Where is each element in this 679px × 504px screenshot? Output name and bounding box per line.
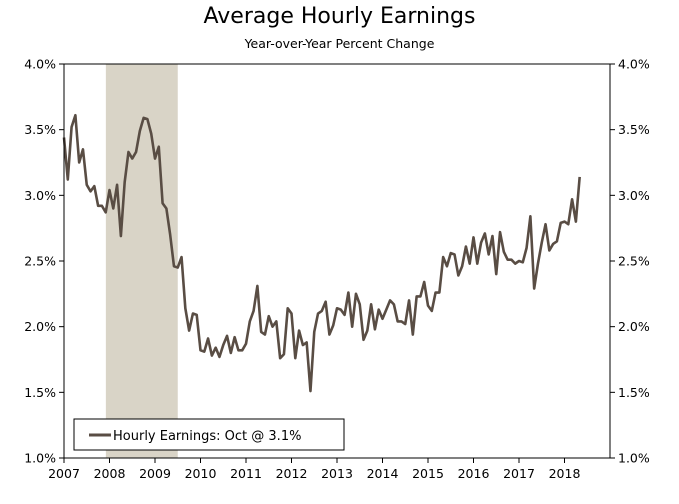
y-tick-label-left: 3.5% xyxy=(24,122,56,137)
series-line-0 xyxy=(62,113,581,393)
y-tick-label-right: 1.0% xyxy=(618,451,650,466)
y-tick-label-right: 2.5% xyxy=(618,254,650,269)
y-tick-label-right: 3.5% xyxy=(618,122,650,137)
x-tick-label: 2011 xyxy=(230,466,262,481)
y-tick-label-left: 1.5% xyxy=(24,385,56,400)
chart-subtitle: Year-over-Year Percent Change xyxy=(244,36,435,51)
y-tick-label-right: 4.0% xyxy=(618,57,650,72)
legend: Hourly Earnings: Oct @ 3.1% xyxy=(73,418,345,451)
x-tick-label: 2015 xyxy=(412,466,444,481)
x-tick-label: 2007 xyxy=(48,466,80,481)
y-tick-label-left: 2.0% xyxy=(24,319,56,334)
recession-shading xyxy=(105,64,178,458)
y-tick-label-left: 2.5% xyxy=(24,254,56,269)
y-tick-label-left: 3.0% xyxy=(24,188,56,203)
x-tick-label: 2018 xyxy=(549,466,581,481)
x-tick-label: 2017 xyxy=(503,466,535,481)
x-tick-label: 2012 xyxy=(276,466,308,481)
y-tick-label-right: 1.5% xyxy=(618,385,650,400)
x-tick-label: 2013 xyxy=(321,466,353,481)
x-tick-label: 2016 xyxy=(458,466,490,481)
y-tick-label-left: 4.0% xyxy=(24,57,56,72)
y-tick-label-left: 1.0% xyxy=(24,451,56,466)
x-tick-label: 2014 xyxy=(367,466,399,481)
x-tick-label: 2009 xyxy=(139,466,171,481)
y-tick-label-right: 2.0% xyxy=(618,319,650,334)
x-tick-label: 2008 xyxy=(94,466,126,481)
y-tick-label-right: 3.0% xyxy=(618,188,650,203)
chart-title: Average Hourly Earnings xyxy=(203,4,476,29)
legend-label: Hourly Earnings: Oct @ 3.1% xyxy=(113,429,301,444)
x-tick-label: 2010 xyxy=(185,466,217,481)
